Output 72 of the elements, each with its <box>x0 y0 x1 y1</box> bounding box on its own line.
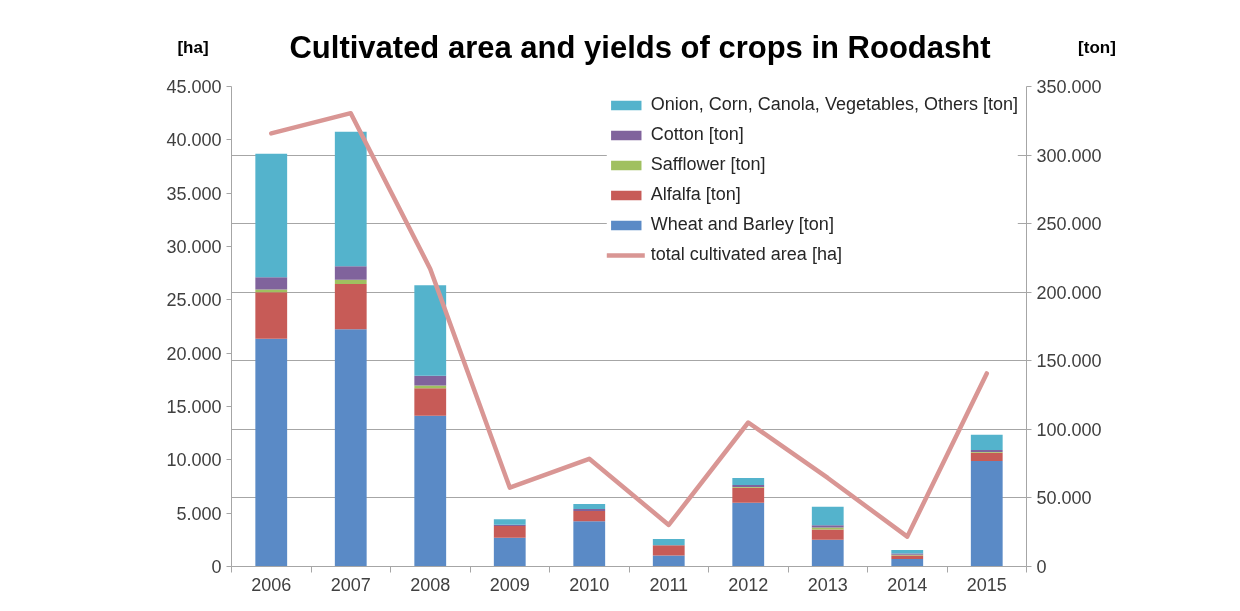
bar <box>414 415 447 567</box>
bar <box>652 539 685 546</box>
bar <box>334 283 367 330</box>
bar <box>891 558 924 567</box>
bar <box>811 506 844 526</box>
x-tick-label: 2006 <box>251 574 292 595</box>
legend-label: Cotton [ton] <box>650 124 744 145</box>
x-tick-label: 2014 <box>887 574 928 595</box>
bar <box>255 292 288 339</box>
bar <box>493 519 526 525</box>
y-tick-label: 35.000 <box>166 183 222 204</box>
x-tick-label: 2011 <box>649 574 689 595</box>
bar <box>493 537 526 567</box>
bar <box>414 375 447 386</box>
chart-title: Cultivated area and yields of crops in Roodasht <box>289 31 991 63</box>
bar <box>573 521 606 567</box>
y-tick-label: 10.000 <box>166 450 222 471</box>
bar <box>652 545 685 556</box>
bar <box>255 338 288 567</box>
x-tick-label: 2015 <box>966 574 1007 595</box>
y-tick-label: 40.000 <box>166 130 222 151</box>
x-tick-label: 2008 <box>410 574 451 595</box>
bar <box>970 452 1003 461</box>
x-tick-label: 2007 <box>330 574 371 595</box>
y-axis-title: [ha] <box>177 38 209 56</box>
bar <box>573 504 606 509</box>
y-tick-label: 25.000 <box>166 290 222 311</box>
x-tick-label: 2012 <box>728 574 769 595</box>
y2-tick-label: 0 <box>1036 557 1047 577</box>
bar <box>652 555 685 567</box>
y-tick-label: 5.000 <box>176 503 222 524</box>
bar <box>334 131 367 267</box>
legend-label: Safflower [ton] <box>650 154 766 175</box>
y2-axis-title: [ton] <box>1078 38 1116 56</box>
y-tick-label: 0 <box>211 557 222 577</box>
bar <box>970 460 1003 567</box>
y2-tick-label: 300.000 <box>1036 145 1102 166</box>
bar <box>414 285 447 376</box>
y2-tick-label: 150.000 <box>1036 351 1102 372</box>
bar <box>732 478 765 485</box>
bar <box>255 277 288 290</box>
bar <box>493 526 526 538</box>
bar <box>811 529 844 540</box>
y2-tick-label: 100.000 <box>1036 419 1102 440</box>
bar <box>414 385 447 389</box>
bar <box>573 508 606 511</box>
bar <box>970 434 1003 450</box>
bar <box>732 502 765 567</box>
bar <box>334 279 367 284</box>
y-tick-label: 20.000 <box>166 343 222 364</box>
legend-label: Wheat and Barley [ton] <box>650 214 834 235</box>
x-tick-label: 2009 <box>489 574 530 595</box>
y2-tick-label: 350.000 <box>1036 77 1102 97</box>
legend-label: total cultivated area [ha] <box>650 244 842 265</box>
bar <box>255 289 288 293</box>
bar <box>414 388 447 416</box>
bar <box>573 510 606 522</box>
bar <box>334 266 367 280</box>
legend-label: Alfalfa [ton] <box>650 184 741 205</box>
x-tick-label: 2013 <box>807 574 848 595</box>
bar <box>334 329 367 567</box>
bar <box>255 153 288 278</box>
y-tick-label: 45.000 <box>166 77 222 97</box>
y-tick-label: 15.000 <box>166 397 222 417</box>
bar <box>732 487 765 503</box>
y2-tick-label: 50.000 <box>1036 488 1092 509</box>
x-tick-label: 2010 <box>569 574 610 595</box>
legend-label: Onion, Corn, Canola, Vegetables, Others [ton] <box>650 94 1018 115</box>
y2-tick-label: 200.000 <box>1036 282 1102 303</box>
y2-tick-label: 250.000 <box>1036 214 1102 235</box>
bar <box>811 539 844 567</box>
y-tick-label: 30.000 <box>166 237 222 257</box>
